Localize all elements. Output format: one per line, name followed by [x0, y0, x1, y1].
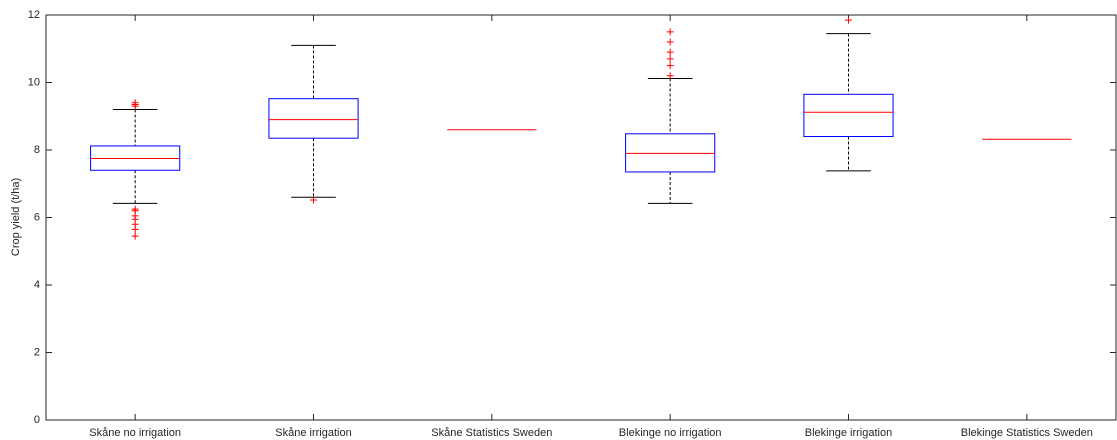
outlier: [666, 38, 674, 46]
outlier: [666, 62, 674, 70]
outlier: [131, 99, 139, 107]
x-tick-label: Blekinge irrigation: [805, 427, 892, 439]
y-tick-label: 2: [34, 346, 40, 358]
x-tick-label: Skåne Statistics Sweden: [431, 427, 552, 439]
box: [803, 93, 894, 137]
y-tick-label: 12: [28, 9, 40, 21]
plot-frame: [45, 14, 1117, 421]
outlier: [666, 55, 674, 63]
outlier: [666, 48, 674, 56]
box: [625, 133, 716, 173]
outlier: [131, 232, 139, 240]
outlier: [310, 196, 317, 204]
x-tick-label: Skåne irrigation: [275, 427, 351, 439]
y-tick-label: 0: [34, 414, 40, 426]
box: [268, 98, 359, 139]
outlier: [131, 225, 139, 233]
y-tick-label: 8: [34, 144, 40, 156]
x-tick-label: Skåne no irrigation: [89, 427, 181, 439]
y-tick-label: 10: [28, 76, 40, 88]
y-tick-label: 4: [34, 279, 40, 291]
outlier: [666, 28, 674, 36]
outlier: [666, 72, 674, 80]
y-tick-label: 6: [34, 211, 40, 223]
x-tick-label: Blekinge no irrigation: [619, 427, 722, 439]
outlier: [845, 16, 852, 24]
y-axis-label: Crop yield (t/ha): [10, 178, 22, 256]
x-tick-label: Blekinge Statistics Sweden: [961, 427, 1093, 439]
